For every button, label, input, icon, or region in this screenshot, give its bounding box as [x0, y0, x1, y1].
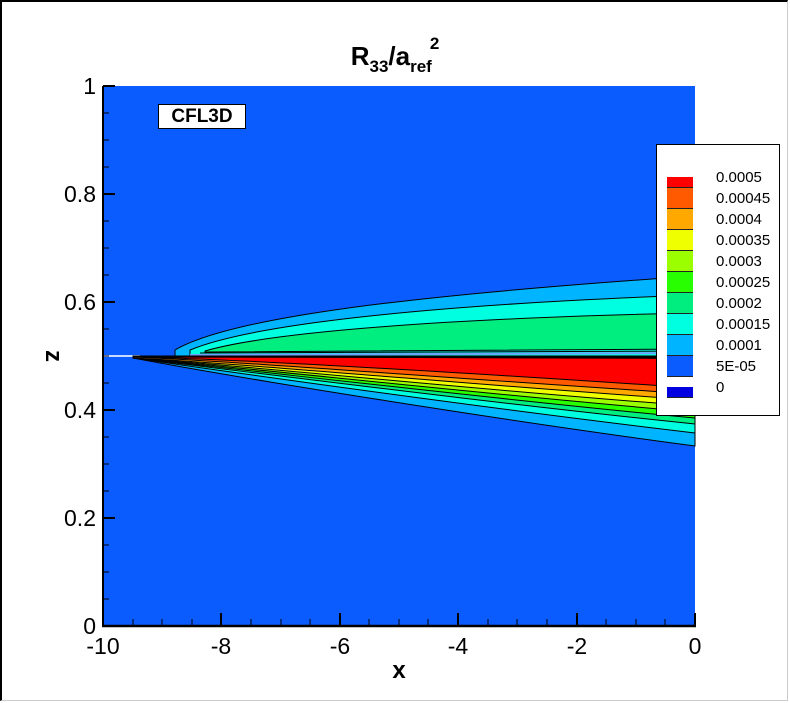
solver-annotation: CFL3D [158, 104, 246, 129]
svg-text:-10: -10 [86, 633, 119, 659]
svg-text:0: 0 [689, 633, 702, 659]
svg-text:0.8: 0.8 [64, 181, 96, 207]
contour-legend: 0.0005 0.00045 0.0004 0.00035 0.0003 0.0… [656, 144, 780, 416]
legend-item: 0.00025 [667, 272, 777, 293]
legend-item: 0.0005 [667, 167, 777, 188]
svg-text:-2: -2 [567, 633, 587, 659]
axes [102, 85, 696, 628]
legend-item: 0.00045 [667, 188, 777, 209]
svg-text:0.6: 0.6 [64, 289, 96, 315]
lower-lobe [132, 355, 696, 447]
chart-title: R33/aref2 [350, 34, 440, 76]
legend-item: 0.0004 [667, 209, 777, 230]
y-axis-label: z [40, 350, 67, 362]
legend-item: 0.00015 [667, 314, 777, 335]
legend-item: 5E-05 [667, 356, 777, 377]
svg-text:0.4: 0.4 [64, 397, 96, 423]
svg-text:0: 0 [83, 613, 96, 639]
svg-text:-4: -4 [448, 633, 469, 659]
legend-item: 0 [667, 377, 777, 398]
x-axis-label: x [392, 657, 406, 684]
svg-text:-8: -8 [211, 633, 231, 659]
svg-text:0.2: 0.2 [64, 505, 96, 531]
svg-text:-6: -6 [330, 633, 350, 659]
x-tick-labels: -10 -8 -6 -4 -2 0 [86, 633, 701, 659]
legend-item: 0.0001 [667, 335, 777, 356]
legend-item: 0.00035 [667, 230, 777, 251]
legend-item: 0.0002 [667, 293, 777, 314]
y-tick-labels: 1 0.8 0.6 0.4 0.2 0 [64, 73, 96, 639]
upper-lobe [174, 275, 696, 357]
svg-text:1: 1 [83, 73, 96, 99]
legend-item: 0.0003 [667, 251, 777, 272]
